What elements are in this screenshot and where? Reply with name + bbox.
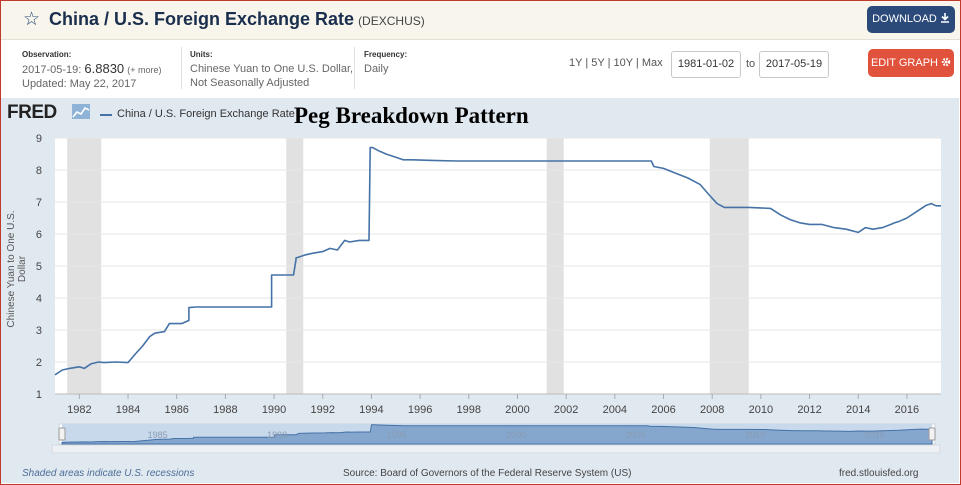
observation-label: Observation: [22,50,72,59]
observation-more-link[interactable]: (+ more) [127,65,162,75]
recession-note: Shaded areas indicate U.S. recessions [22,468,195,479]
frequency-block: Frequency: Daily [364,48,407,76]
updated-date: Updated: May 22, 2017 [22,78,137,90]
series-code: (DEXCHUS) [358,14,425,28]
star-icon[interactable]: ☆ [23,9,41,30]
range-10y[interactable]: 10Y [613,57,633,69]
overlay-title: Peg Breakdown Pattern [294,103,529,128]
fred-logo-mark [72,104,90,119]
observation-value: 6.8830 [84,61,125,76]
range-1y[interactable]: 1Y [569,57,583,69]
site-link[interactable]: fred.stlouisfed.org [839,468,919,479]
end-date-input[interactable]: 2017-05-19 [759,51,829,78]
to-label: to [746,58,756,70]
units-line-1: Chinese Yuan to One U.S. Dollar, [190,63,354,75]
range-5y[interactable]: 5Y [591,57,605,69]
graph-area [1,98,959,483]
units-label: Units: [190,50,213,59]
observation-block: Observation: 2017-05-19: 6.8830 (+ more)… [22,48,161,91]
download-label: DOWNLOAD [872,13,937,25]
source-note: Source: Board of Governors of the Federa… [343,468,632,479]
units-block: Units: Chinese Yuan to One U.S. Dollar, … [190,48,353,90]
range-max[interactable]: Max [641,57,663,69]
legend-label: China / U.S. Foreign Exchange Rate [117,108,295,120]
range-selector: 1Y | 5Y | 10Y | Max [569,57,663,69]
series-title: China / U.S. Foreign Exchange Rate [49,9,355,29]
observation-date: 2017-05-19: [22,64,82,76]
download-button[interactable]: DOWNLOAD [867,6,955,33]
edit-graph-button[interactable]: EDIT GRAPH [868,49,954,77]
start-date-input[interactable]: 1981-01-02 [671,51,741,78]
divider [354,47,355,89]
fred-logo: FRED [7,102,57,123]
frequency-label: Frequency: [364,50,408,59]
gear-icon [941,57,951,67]
units-line-2: Not Seasonally Adjusted [190,77,310,89]
page-title: China / U.S. Foreign Exchange Rate (DEXCH… [49,9,425,30]
edit-graph-label: EDIT GRAPH [870,57,938,69]
header-bar: ☆ China / U.S. Foreign Exchange Rate (DEX… [1,1,960,40]
legend-swatch [100,114,112,116]
divider [181,47,182,89]
y-axis-title: Chinese Yuan to One U.S. Dollar [6,210,28,328]
download-icon [940,13,949,23]
frequency-value: Daily [364,63,389,75]
